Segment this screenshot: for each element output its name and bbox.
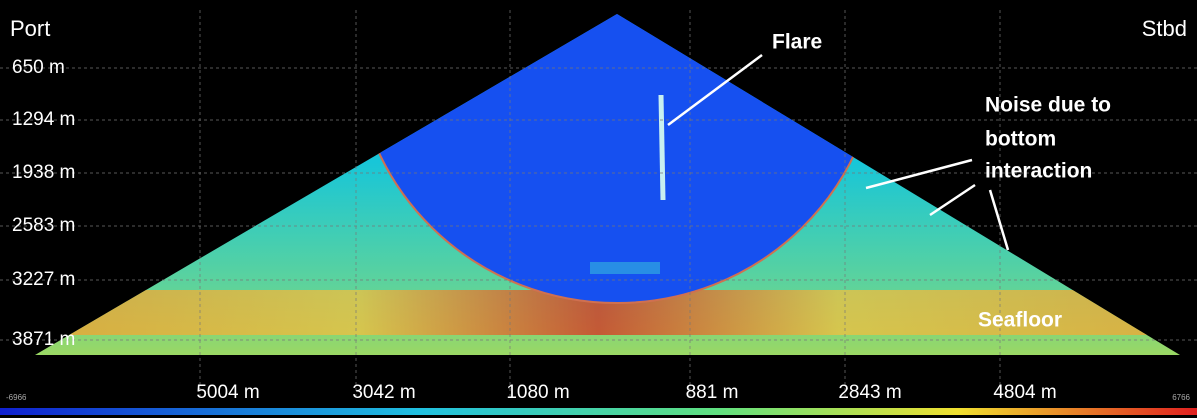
water-column: [355, 14, 879, 303]
range-label: 881 m: [686, 382, 739, 403]
range-label: 4804 m: [993, 382, 1056, 403]
range-label: 3042 m: [352, 382, 415, 403]
color-bar: [0, 408, 1197, 415]
arrow: [865, 158, 973, 190]
reflection: [590, 262, 660, 274]
noise-annotation: Noise due to: [985, 94, 1111, 117]
arrow: [988, 189, 1010, 251]
axis-end: -6966: [6, 393, 27, 402]
depth-label: 2583 m: [12, 215, 75, 236]
arrow: [667, 53, 763, 127]
flare-annotation: Flare: [772, 31, 822, 54]
noise-annotation: bottom: [985, 128, 1056, 151]
depth-label: 650 m: [12, 57, 65, 78]
seafloor-annotation: Seafloor: [978, 309, 1062, 332]
noise-annotation: interaction: [985, 160, 1092, 183]
range-label: 1080 m: [506, 382, 569, 403]
flare-plume: [658, 94, 666, 201]
depth-label: 1938 m: [12, 162, 75, 183]
stbd-label: Stbd: [1142, 16, 1187, 41]
grid: [0, 10, 1197, 400]
annotation-arrows: [667, 53, 1010, 251]
depth-label: 3227 m: [12, 269, 75, 290]
depth-label: 1294 m: [12, 109, 75, 130]
arrow: [929, 183, 976, 217]
range-label: 2843 m: [838, 382, 901, 403]
range-label: 5004 m: [196, 382, 259, 403]
axis-end: 6766: [1172, 393, 1190, 402]
port-label: Port: [10, 16, 50, 41]
depth-label: 3871 m: [12, 329, 75, 350]
